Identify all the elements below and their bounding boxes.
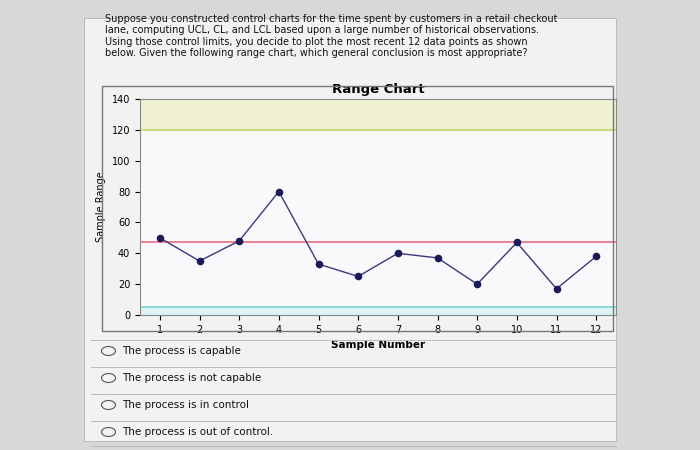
Point [511, 239, 522, 246]
Text: The process is in control: The process is in control [122, 400, 249, 410]
Text: The process is capable: The process is capable [122, 346, 241, 356]
Point [432, 254, 443, 261]
Point [154, 234, 165, 242]
Point [392, 250, 403, 257]
Title: Range Chart: Range Chart [332, 83, 424, 96]
Point [234, 237, 245, 244]
Text: The process is not capable: The process is not capable [122, 373, 262, 383]
Point [273, 188, 284, 195]
Bar [140, 130, 616, 307]
Point [472, 280, 483, 288]
Text: Suppose you constructed control charts for the time spent by customers in a reta: Suppose you constructed control charts f… [105, 14, 557, 58]
Point [551, 285, 562, 292]
Text: The process is out of control.: The process is out of control. [122, 427, 274, 437]
Point [353, 273, 364, 280]
Y-axis label: Sample Range: Sample Range [96, 171, 106, 243]
X-axis label: Sample Number: Sample Number [331, 340, 425, 350]
Point [313, 261, 324, 268]
Point [591, 253, 602, 260]
Bar [140, 307, 616, 315]
Point [194, 257, 205, 265]
Bar [140, 99, 616, 130]
